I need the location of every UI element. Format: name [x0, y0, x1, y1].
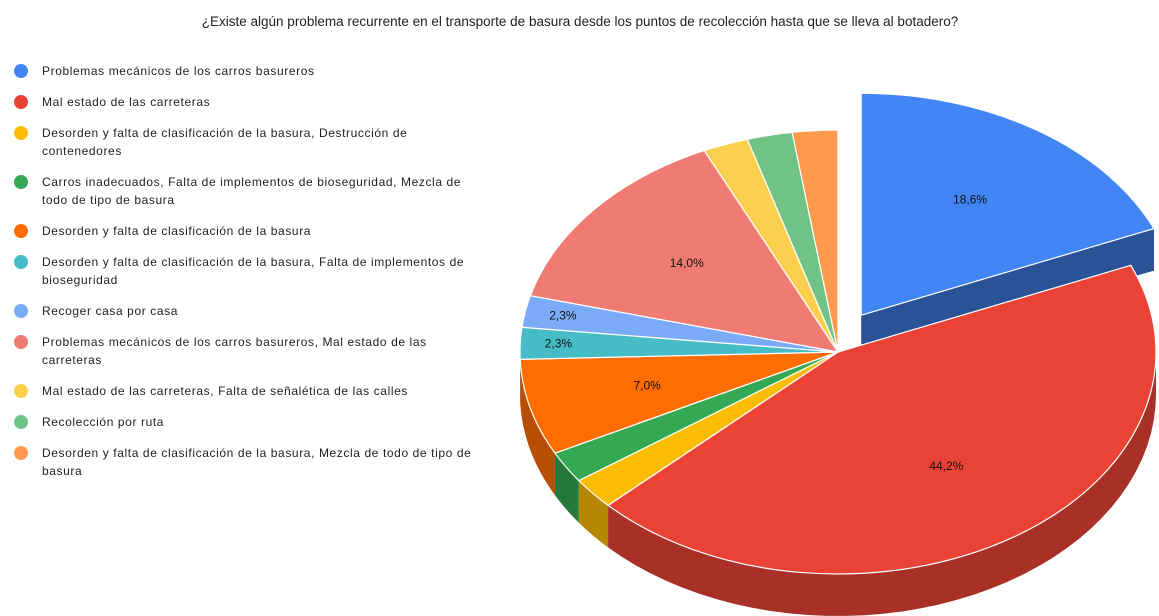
slice	[529, 149, 840, 353]
slice	[519, 351, 839, 454]
slice	[791, 129, 839, 353]
legend-swatch	[14, 304, 28, 318]
slice	[607, 264, 1157, 575]
chart-title: ¿Existe algún problema recurrente en el …	[202, 14, 958, 29]
legend-swatch	[14, 95, 28, 109]
legend-swatch	[14, 64, 28, 78]
legend-item: Desorden y falta de clasificación de la …	[14, 222, 474, 240]
legend-label: Mal estado de las carreteras, Falta de s…	[42, 384, 408, 398]
legend-item: Recoger casa por casa	[14, 302, 474, 320]
legend-item: Problemas mecánicos de los carros basure…	[14, 62, 474, 80]
data-label: 44,2%	[929, 459, 963, 473]
data-label: 18,6%	[953, 193, 987, 207]
legend-swatch	[14, 446, 28, 460]
data-label: 2,3%	[549, 308, 577, 322]
data-label: 14,0%	[670, 256, 704, 270]
legend-label: Problemas mecánicos de los carros basure…	[42, 335, 427, 367]
legend-swatch	[14, 224, 28, 238]
legend-item: Desorden y falta de clasificación de la …	[14, 124, 474, 160]
legend-label: Problemas mecánicos de los carros basure…	[42, 64, 315, 78]
legend-item: Desorden y falta de clasificación de la …	[14, 253, 474, 289]
legend-item: Mal estado de las carreteras	[14, 93, 474, 111]
legend-label: Desorden y falta de clasificación de la …	[42, 126, 408, 158]
legend-swatch	[14, 175, 28, 189]
legend-item: Desorden y falta de clasificación de la …	[14, 444, 474, 480]
legend-label: Desorden y falta de clasificación de la …	[42, 255, 465, 287]
legend-label: Desorden y falta de clasificación de la …	[42, 446, 472, 478]
slice-side	[608, 352, 1156, 616]
legend-label: Carros inadecuados, Falta de implementos…	[42, 175, 462, 207]
slice-side	[520, 359, 555, 496]
slice	[860, 92, 1155, 317]
legend-label: Mal estado de las carreteras	[42, 95, 211, 109]
legend-swatch	[14, 415, 28, 429]
legend-item: Mal estado de las carreteras, Falta de s…	[14, 382, 474, 400]
legend: Problemas mecánicos de los carros basure…	[14, 62, 474, 493]
legend-label: Recolección por ruta	[42, 415, 165, 429]
slice-side	[554, 453, 579, 523]
legend-swatch	[14, 335, 28, 349]
legend-item: Problemas mecánicos de los carros basure…	[14, 333, 474, 369]
legend-swatch	[14, 126, 28, 140]
legend-item: Carros inadecuados, Falta de implementos…	[14, 173, 474, 209]
legend-item: Recolección por ruta	[14, 413, 474, 431]
data-label: 7,0%	[633, 379, 661, 393]
legend-swatch	[14, 384, 28, 398]
legend-swatch	[14, 255, 28, 269]
legend-label: Desorden y falta de clasificación de la …	[42, 224, 312, 238]
data-label: 2,3%	[545, 336, 573, 350]
legend-label: Recoger casa por casa	[42, 304, 178, 318]
slice-side	[578, 480, 609, 548]
